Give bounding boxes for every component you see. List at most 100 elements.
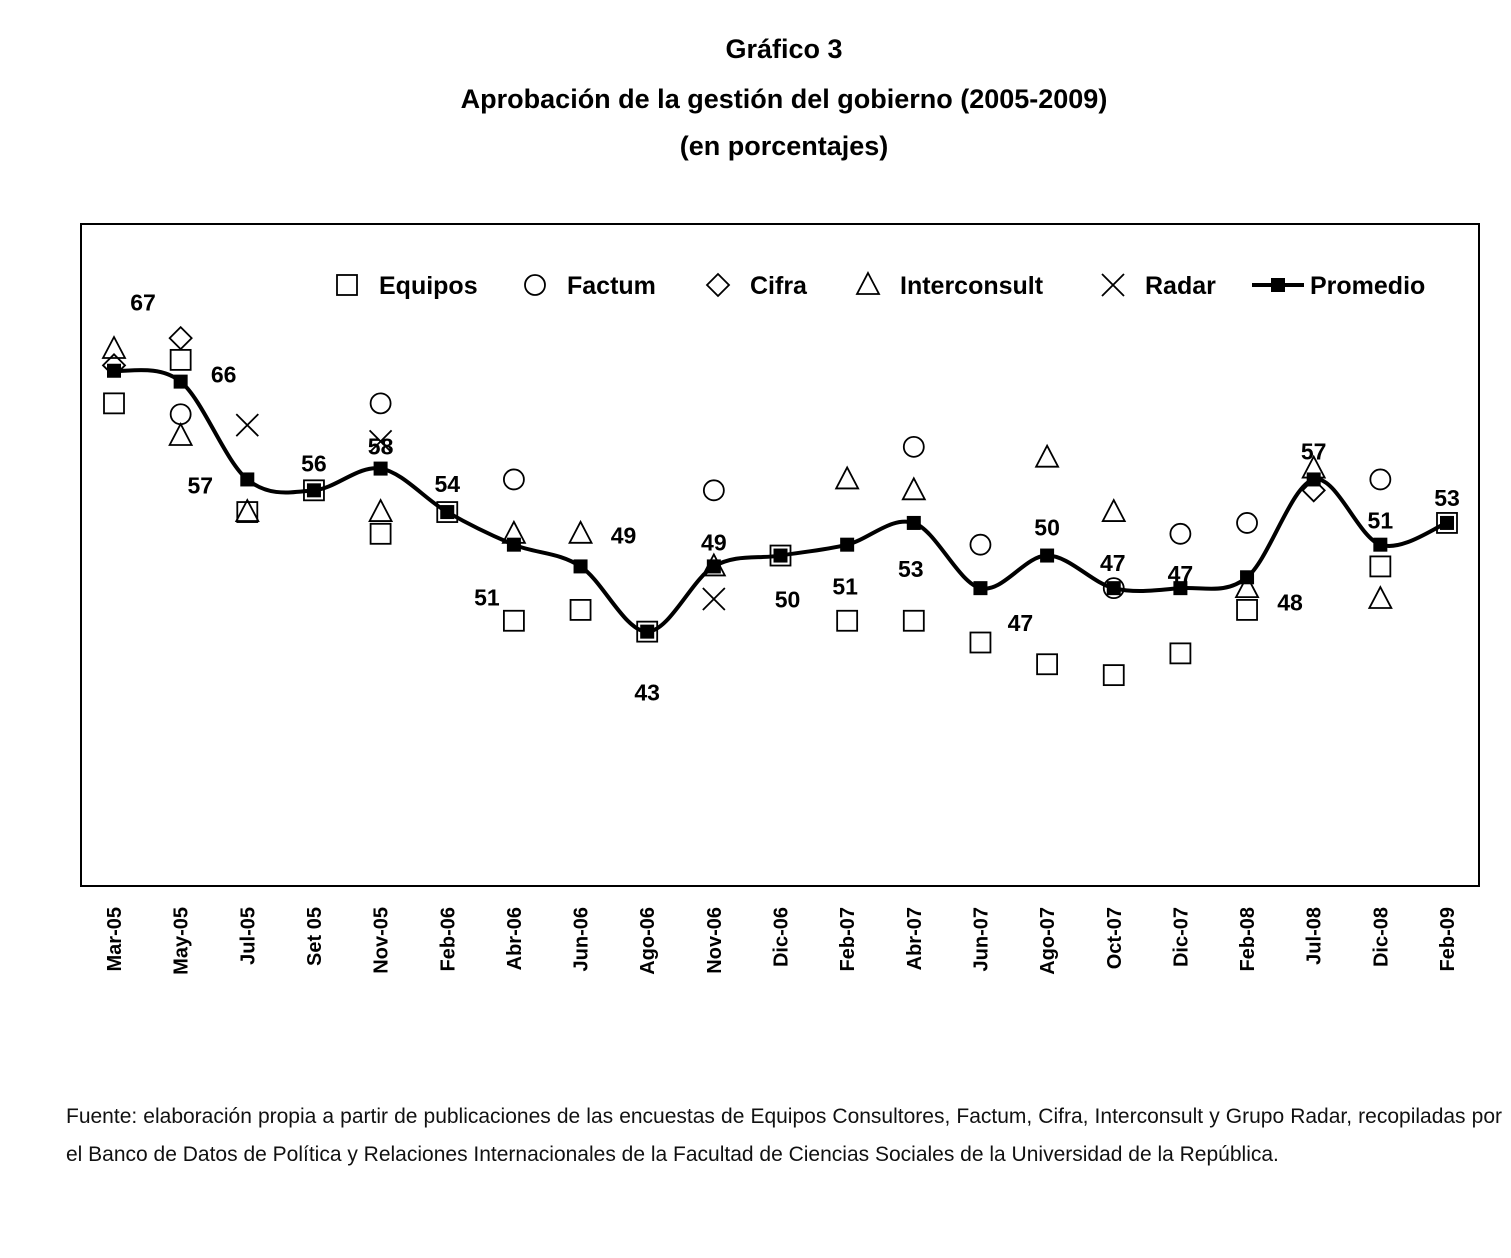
data-label: 53 xyxy=(898,556,924,582)
factum-point xyxy=(503,468,525,491)
series-radar xyxy=(235,413,726,611)
interconsult-point xyxy=(1234,574,1260,599)
x-tick-label: Abr-07 xyxy=(904,907,926,970)
x-tick-label: Feb-09 xyxy=(1437,907,1459,971)
legend-marker-icon xyxy=(1101,273,1125,297)
series-interconsult xyxy=(101,335,1393,609)
legend-label: Promedio xyxy=(1310,272,1425,300)
x-tick-label: Dic-08 xyxy=(1370,907,1392,967)
equipos-point xyxy=(902,609,925,632)
equipos-point xyxy=(502,609,525,632)
cifra-point xyxy=(168,325,193,351)
promedio-point xyxy=(906,515,921,530)
legend-item-radar: Radar xyxy=(1101,272,1216,300)
equipos-point xyxy=(436,501,459,523)
x-tick-label: Dic-07 xyxy=(1170,907,1192,967)
equipos-point xyxy=(569,598,592,621)
data-label: 54 xyxy=(434,471,460,497)
plot-area xyxy=(80,223,1480,887)
legend-item-promedio: Promedio xyxy=(1252,272,1425,300)
x-tick-label: Feb-07 xyxy=(837,907,859,971)
series-marks: 67 66 57 56 58 54 51 49 43 49 50 51 53 47 50 47 47 48 57 51… xyxy=(101,290,1460,706)
equipos-point xyxy=(636,620,659,643)
factum-point xyxy=(702,479,725,502)
data-label: 48 xyxy=(1277,589,1303,615)
interconsult-point xyxy=(168,422,194,446)
promedio-point xyxy=(440,505,455,520)
promedio-point xyxy=(173,374,188,389)
legend-item-equipos: Equipos xyxy=(336,272,478,300)
promedio-point xyxy=(1040,548,1055,563)
x-tick-label: Jul-05 xyxy=(237,907,259,965)
x-tick-label: Feb-08 xyxy=(1237,907,1259,971)
promedio-point xyxy=(706,559,721,574)
x-tick-label: Jun-06 xyxy=(571,907,593,971)
chart-subtitle-units: (en porcentajes) xyxy=(679,131,889,161)
data-label: 50 xyxy=(1034,515,1060,541)
x-tick-label: Nov-05 xyxy=(371,907,393,974)
interconsult-point xyxy=(101,335,127,359)
x-tick-label: Jun-07 xyxy=(970,907,992,971)
promedio-point xyxy=(1106,581,1121,596)
series-equipos xyxy=(103,348,1458,687)
data-label: 47 xyxy=(1168,561,1194,587)
interconsult-point xyxy=(368,498,394,522)
data-label: 57 xyxy=(1301,438,1327,464)
data-label: 53 xyxy=(1434,485,1460,511)
promedio-point xyxy=(640,624,655,639)
x-tick-label: Ago-07 xyxy=(1037,907,1059,975)
chart-title: Gráfico 3 xyxy=(725,34,843,64)
data-label: 50 xyxy=(775,587,801,613)
equipos-point xyxy=(969,631,992,654)
equipos-point xyxy=(836,609,859,632)
data-label: 51 xyxy=(1368,508,1394,534)
series-factum xyxy=(169,392,1392,600)
factum-point xyxy=(1169,522,1192,545)
data-label: 67 xyxy=(130,290,156,316)
promedio-point xyxy=(1440,515,1454,530)
data-label: 58 xyxy=(368,434,394,460)
legend-label: Interconsult xyxy=(900,272,1044,300)
interconsult-point xyxy=(834,465,860,490)
radar-point xyxy=(368,429,393,454)
cifra-point xyxy=(1301,478,1326,503)
equipos-point xyxy=(103,392,125,415)
promedio-point xyxy=(107,363,121,378)
factum-point xyxy=(969,533,992,556)
data-label: 57 xyxy=(188,472,214,498)
x-tick-label: Dic-06 xyxy=(771,907,793,967)
promedio-point xyxy=(1173,581,1188,596)
series-cifra xyxy=(101,325,1326,503)
legend-marker-icon xyxy=(855,271,881,295)
data-label: 49 xyxy=(701,529,727,555)
series-promedio: 67 66 57 56 58 54 51 49 43 49 50 51 53 47 50 47 47 48 57 51… xyxy=(107,290,1460,706)
legend-marker-icon xyxy=(1271,278,1285,292)
legend-item-cifra: Cifra xyxy=(705,272,808,300)
equipos-point xyxy=(369,522,392,545)
promedio-point xyxy=(1240,570,1255,585)
interconsult-point xyxy=(1034,443,1060,468)
x-tick-label: Oct-07 xyxy=(1104,907,1126,969)
legend-label: Factum xyxy=(567,272,656,300)
promedio-point xyxy=(306,483,321,498)
radar-point xyxy=(235,413,259,437)
x-tick-label: Nov-06 xyxy=(704,907,726,974)
legend-marker-icon xyxy=(705,272,731,298)
interconsult-point xyxy=(901,476,927,501)
source-note: Fuente: elaboración propia a partir de p… xyxy=(66,1105,1502,1166)
interconsult-point xyxy=(1367,585,1393,609)
x-tick-label: Set 05 xyxy=(304,907,326,966)
x-tick-label: May-05 xyxy=(171,907,193,975)
radar-point xyxy=(702,587,726,611)
interconsult-point xyxy=(568,519,594,544)
factum-point xyxy=(1236,512,1258,534)
data-label: 51 xyxy=(832,574,858,600)
factum-point xyxy=(169,403,192,426)
promedio-point xyxy=(506,537,521,552)
x-tick-label: Abr-06 xyxy=(504,907,526,970)
equipos-point xyxy=(1102,664,1125,687)
promedio-point xyxy=(973,581,988,596)
data-label: 47 xyxy=(1008,610,1034,636)
equipos-point xyxy=(1436,512,1458,534)
